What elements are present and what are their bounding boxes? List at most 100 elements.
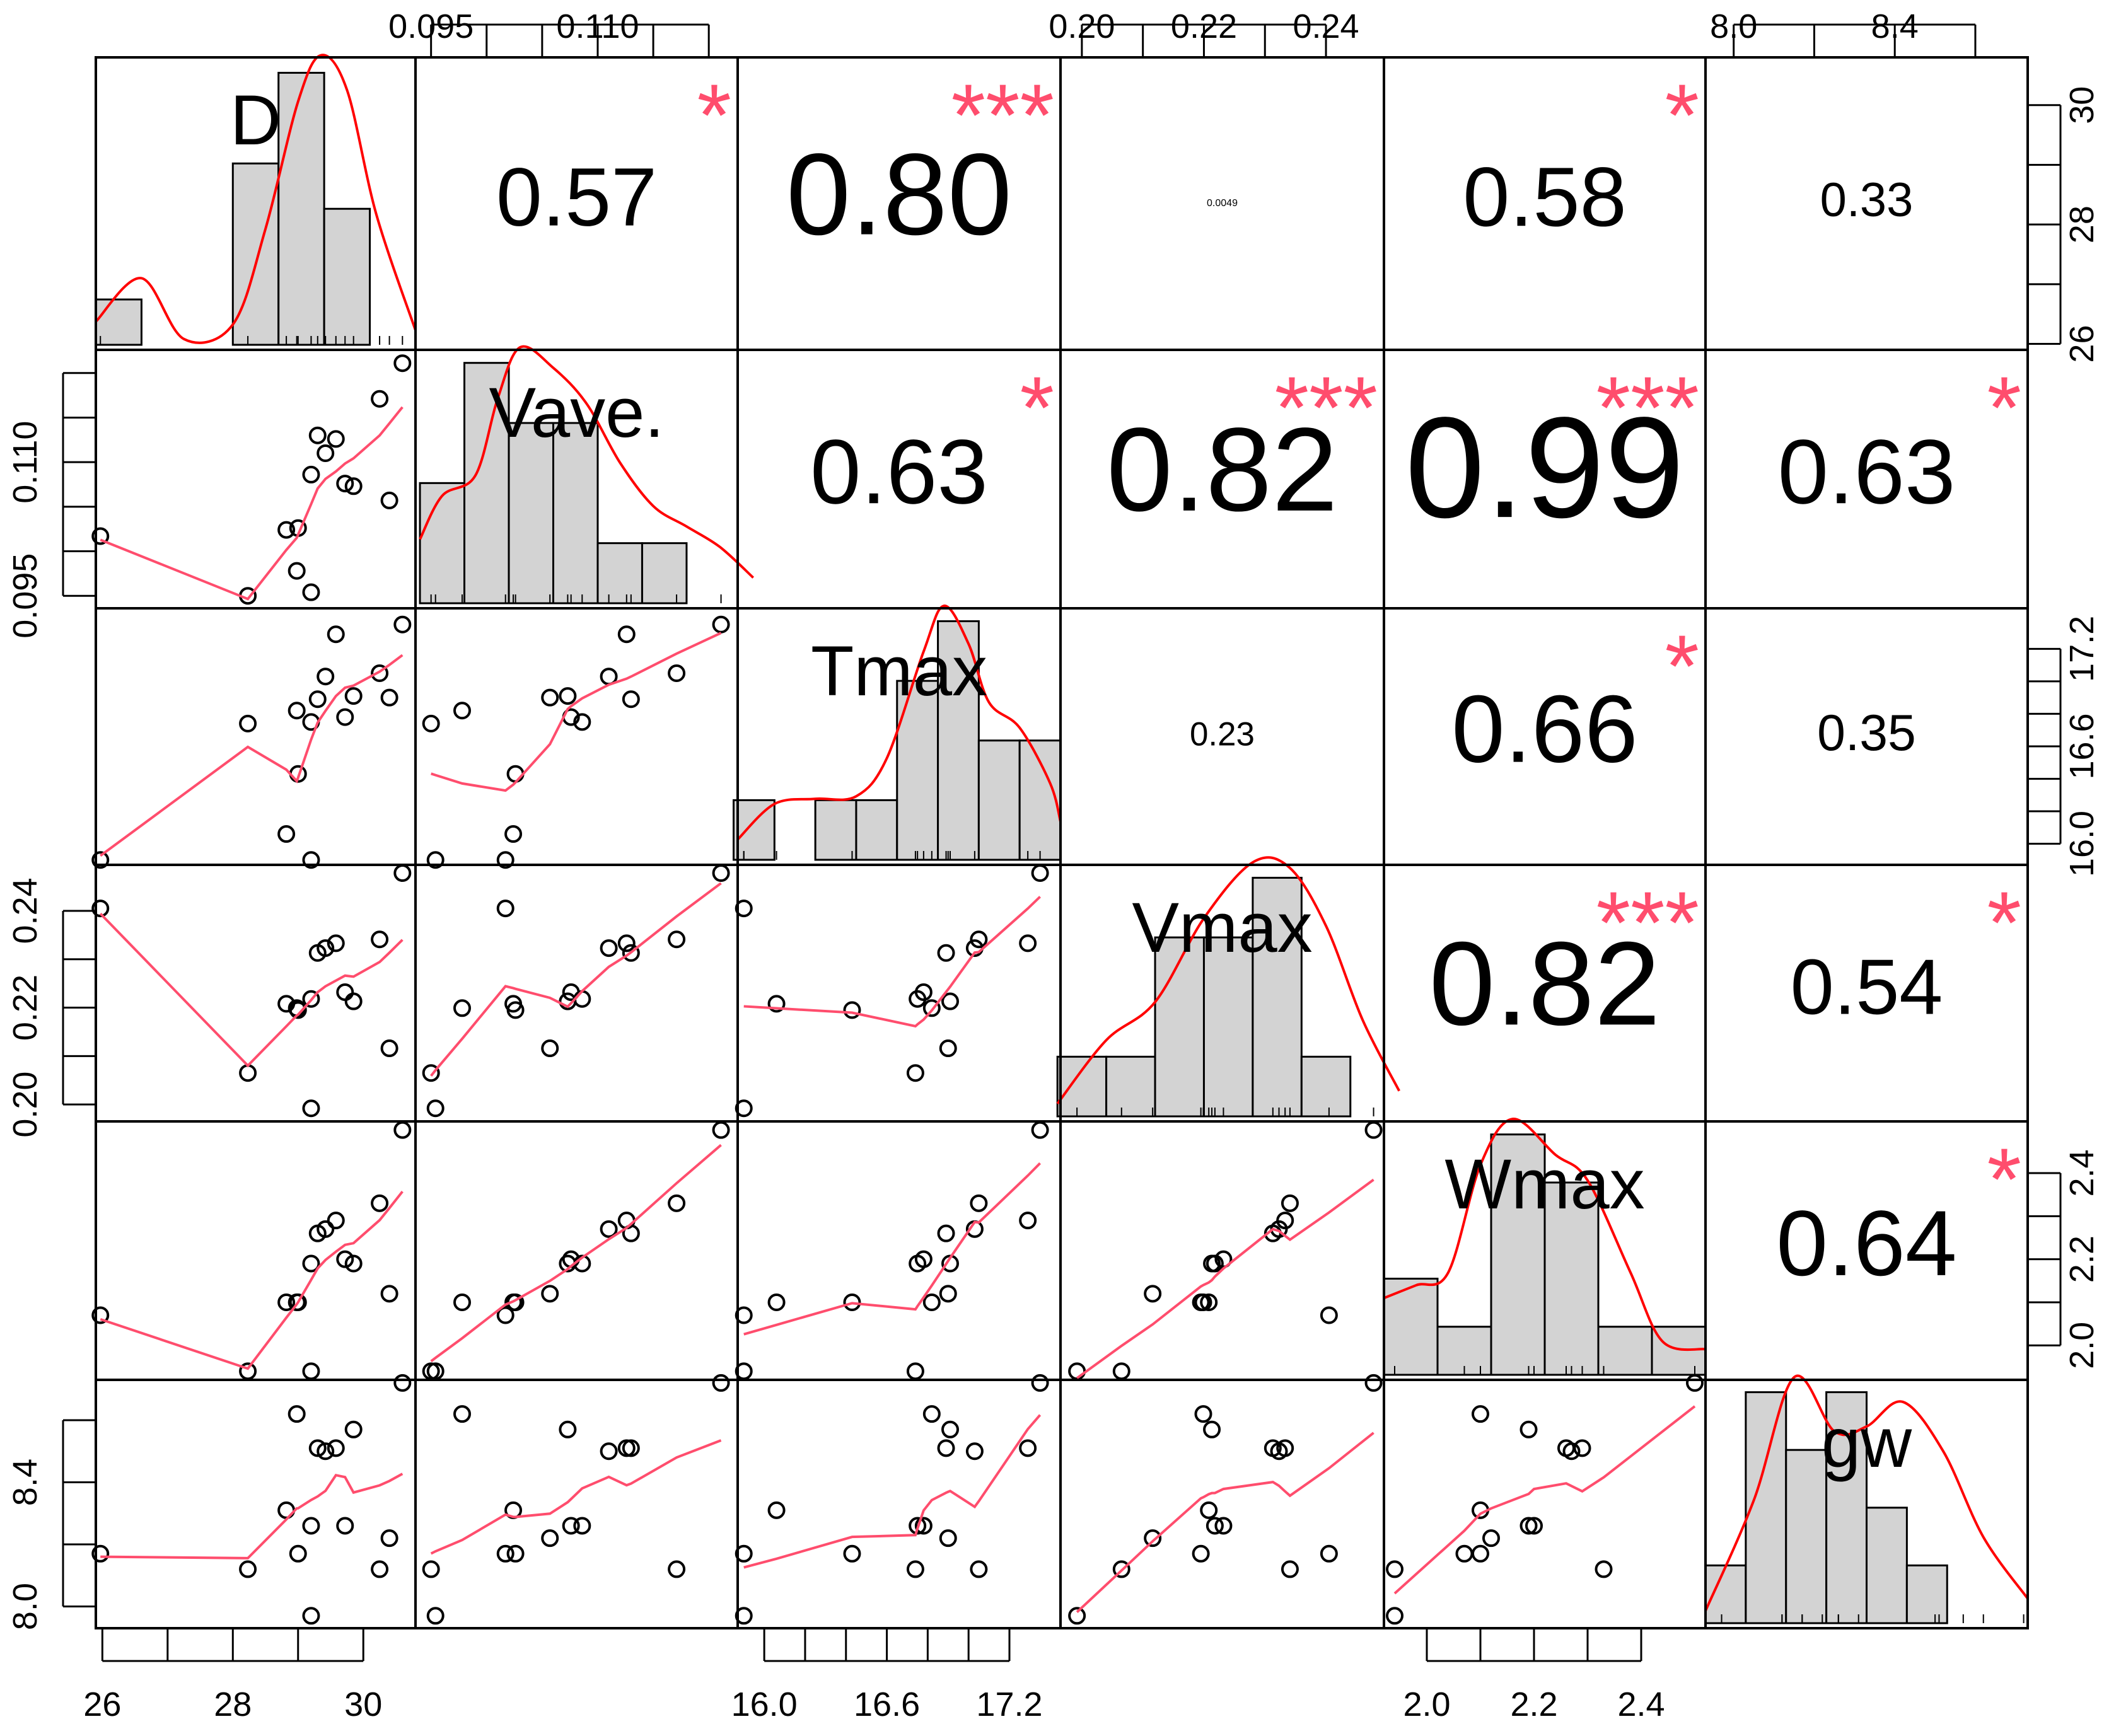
tick-label: 2.2 bbox=[2063, 1235, 2101, 1283]
smooth-line bbox=[743, 1162, 1042, 1336]
data-point bbox=[970, 1560, 988, 1578]
data-point bbox=[308, 690, 327, 709]
panel-3-3: Vmax bbox=[1056, 856, 1400, 1123]
data-point bbox=[1214, 1517, 1233, 1535]
panel-0-4: 0.58 * bbox=[1383, 56, 1707, 351]
data-point bbox=[302, 851, 320, 869]
bottom-axis: 16.0 16.6 17.2 bbox=[731, 1628, 1043, 1723]
variable-label: Vmax bbox=[1132, 888, 1312, 967]
histogram-bar bbox=[1018, 739, 1062, 861]
data-point bbox=[506, 765, 525, 783]
tick-label: 28 bbox=[2063, 205, 2101, 243]
panel-4-0 bbox=[91, 1120, 417, 1381]
data-point bbox=[393, 1374, 412, 1392]
tick-label: 0.22 bbox=[6, 975, 44, 1041]
data-point bbox=[371, 930, 389, 949]
data-point bbox=[371, 390, 389, 408]
data-point bbox=[617, 1439, 636, 1457]
panel-0-3: 0.0049 bbox=[1059, 56, 1385, 351]
data-point bbox=[970, 1194, 988, 1212]
data-point bbox=[344, 477, 363, 495]
data-point bbox=[302, 1362, 320, 1380]
data-point bbox=[496, 1306, 514, 1324]
panel-5-5: gw bbox=[1704, 1374, 2029, 1629]
data-point bbox=[1112, 1362, 1130, 1380]
significance-stars: * bbox=[1020, 358, 1054, 457]
histogram-bar bbox=[1154, 936, 1205, 1118]
data-point bbox=[1320, 1544, 1338, 1563]
significance-stars: * bbox=[1665, 616, 1699, 715]
data-point bbox=[308, 1439, 327, 1457]
panel-3-5: 0.54 * bbox=[1704, 864, 2029, 1123]
panel-1-0 bbox=[91, 349, 417, 610]
data-point bbox=[1206, 1517, 1224, 1535]
tick-label: 26 bbox=[83, 1686, 121, 1723]
significance-stars: * bbox=[697, 66, 731, 165]
histogram-bar bbox=[1785, 1449, 1828, 1624]
data-point bbox=[1200, 1293, 1218, 1311]
data-point bbox=[617, 1212, 636, 1230]
significance-stars: *** bbox=[1596, 873, 1699, 972]
data-point bbox=[453, 1405, 472, 1423]
right-axis: 2.0 2.2 2.4 bbox=[2028, 1149, 2101, 1369]
data-point bbox=[426, 1607, 445, 1625]
data-point bbox=[939, 1039, 957, 1058]
panel-0-2: 0.80*** bbox=[736, 56, 1062, 351]
panel-4-3 bbox=[1059, 1120, 1385, 1381]
panel-5-1 bbox=[414, 1374, 739, 1629]
data-point bbox=[91, 851, 110, 869]
data-point bbox=[906, 1064, 924, 1082]
histogram-bar bbox=[641, 542, 688, 605]
data-point bbox=[1200, 1501, 1218, 1519]
correlation-value: 0.23 bbox=[1190, 715, 1255, 753]
histogram-bar bbox=[1383, 1277, 1439, 1376]
tick-label: 8.4 bbox=[1871, 8, 1919, 45]
tick-label: 0.20 bbox=[1049, 8, 1115, 45]
data-point bbox=[1214, 1250, 1233, 1268]
tick-label: 8.0 bbox=[1710, 8, 1757, 45]
histogram-bar bbox=[1490, 1133, 1546, 1376]
significance-stars: *** bbox=[1596, 358, 1699, 457]
panel-frame bbox=[1704, 1379, 2029, 1629]
data-point bbox=[541, 1285, 559, 1303]
data-point bbox=[380, 1529, 398, 1548]
data-point bbox=[1144, 1285, 1162, 1303]
variable-label: Wmax bbox=[1444, 1145, 1644, 1224]
data-point bbox=[1520, 1420, 1538, 1438]
data-point bbox=[344, 1420, 363, 1438]
histogram-bar bbox=[855, 799, 898, 861]
data-point bbox=[1364, 1121, 1383, 1139]
tick-label: 0.22 bbox=[1171, 8, 1237, 45]
data-point bbox=[327, 625, 345, 644]
histogram-bar bbox=[1905, 1564, 1948, 1624]
data-point bbox=[1203, 1254, 1221, 1273]
data-point bbox=[317, 668, 335, 686]
panel-1-5: 0.63 * bbox=[1704, 349, 2029, 610]
histogram-bar bbox=[1202, 936, 1254, 1118]
histogram-bar bbox=[977, 739, 1021, 861]
correlation-value: 0.64 bbox=[1776, 1192, 1956, 1295]
density-curve bbox=[1056, 856, 1400, 1105]
tick-label: 28 bbox=[214, 1686, 252, 1723]
data-point bbox=[380, 688, 398, 707]
histogram-bar bbox=[1300, 1055, 1352, 1118]
data-point bbox=[1595, 1560, 1613, 1578]
data-point bbox=[1386, 1607, 1403, 1625]
data-point bbox=[91, 1544, 110, 1563]
data-point bbox=[965, 1442, 984, 1461]
significance-stars: * bbox=[1987, 1130, 2021, 1229]
data-point bbox=[302, 1254, 320, 1273]
correlation-value: 0.63 bbox=[1778, 420, 1956, 523]
bottom-axis: 26 28 30 bbox=[83, 1628, 382, 1723]
data-point bbox=[393, 615, 412, 634]
histogram-bar bbox=[419, 482, 466, 605]
data-point bbox=[1276, 1439, 1294, 1457]
histogram-bar bbox=[277, 71, 325, 346]
tick-label: 17.2 bbox=[976, 1686, 1042, 1723]
data-point bbox=[735, 900, 753, 918]
data-point bbox=[327, 934, 345, 952]
data-point bbox=[735, 1544, 753, 1563]
tick-label: 8.0 bbox=[6, 1583, 44, 1630]
data-point bbox=[909, 1517, 927, 1535]
